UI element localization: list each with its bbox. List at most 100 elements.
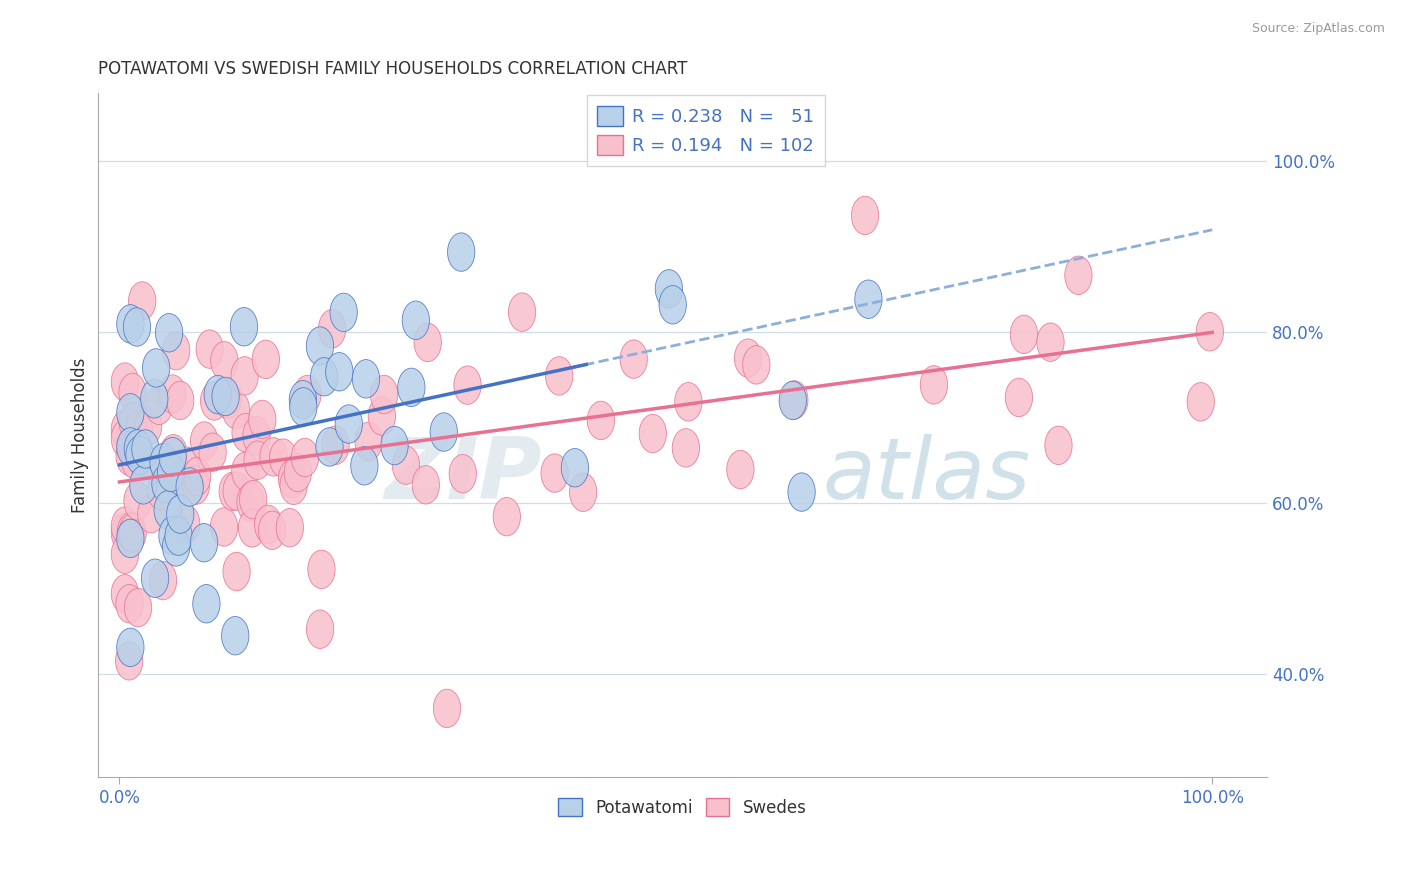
Ellipse shape [117,393,143,432]
Ellipse shape [142,349,170,387]
Ellipse shape [259,511,285,549]
Ellipse shape [780,381,808,419]
Ellipse shape [307,610,333,648]
Ellipse shape [276,508,304,547]
Ellipse shape [330,293,357,332]
Ellipse shape [166,495,194,533]
Ellipse shape [111,535,139,574]
Ellipse shape [120,373,146,412]
Ellipse shape [620,340,647,378]
Ellipse shape [129,466,157,504]
Ellipse shape [546,357,572,395]
Ellipse shape [124,308,150,346]
Ellipse shape [1036,323,1064,361]
Ellipse shape [307,326,333,366]
Ellipse shape [212,377,239,416]
Ellipse shape [1005,378,1032,417]
Ellipse shape [1045,426,1073,465]
Ellipse shape [183,466,209,504]
Ellipse shape [779,381,807,419]
Ellipse shape [111,574,139,613]
Ellipse shape [319,310,346,348]
Ellipse shape [278,459,305,498]
Ellipse shape [308,550,335,589]
Ellipse shape [322,426,349,465]
Ellipse shape [204,376,232,414]
Ellipse shape [1197,312,1223,351]
Ellipse shape [157,453,184,491]
Ellipse shape [195,330,224,368]
Ellipse shape [222,391,249,429]
Ellipse shape [659,285,686,324]
Ellipse shape [561,449,589,487]
Ellipse shape [254,505,281,544]
Ellipse shape [138,494,165,533]
Ellipse shape [398,368,425,407]
Ellipse shape [335,405,363,443]
Ellipse shape [284,453,312,491]
Ellipse shape [193,584,221,623]
Ellipse shape [454,366,481,404]
Ellipse shape [150,443,177,482]
Ellipse shape [231,308,257,346]
Ellipse shape [118,425,146,464]
Ellipse shape [198,433,226,472]
Ellipse shape [280,467,308,505]
Ellipse shape [353,359,380,398]
Ellipse shape [163,332,190,370]
Ellipse shape [152,465,179,503]
Ellipse shape [415,323,441,361]
Ellipse shape [232,452,259,491]
Ellipse shape [124,589,152,627]
Ellipse shape [165,516,193,556]
Text: ZIP: ZIP [384,434,541,517]
Ellipse shape [111,419,139,458]
Ellipse shape [326,352,353,391]
Ellipse shape [156,313,183,352]
Ellipse shape [125,436,153,475]
Ellipse shape [201,382,228,420]
Ellipse shape [855,280,882,318]
Ellipse shape [742,345,770,384]
Ellipse shape [430,413,457,451]
Ellipse shape [655,269,682,308]
Ellipse shape [183,457,211,496]
Ellipse shape [239,480,267,519]
Ellipse shape [291,438,319,476]
Ellipse shape [1064,256,1092,294]
Ellipse shape [120,402,146,441]
Ellipse shape [243,417,270,455]
Text: POTAWATOMI VS SWEDISH FAMILY HOUSEHOLDS CORRELATION CHART: POTAWATOMI VS SWEDISH FAMILY HOUSEHOLDS … [97,60,688,78]
Ellipse shape [149,561,177,599]
Ellipse shape [169,462,197,500]
Text: Source: ZipAtlas.com: Source: ZipAtlas.com [1251,22,1385,36]
Legend: Potawatomi, Swedes: Potawatomi, Swedes [551,791,813,823]
Ellipse shape [569,473,596,511]
Ellipse shape [132,430,159,468]
Ellipse shape [249,401,276,439]
Ellipse shape [159,516,186,555]
Ellipse shape [270,439,297,477]
Ellipse shape [117,305,143,343]
Ellipse shape [145,386,173,425]
Ellipse shape [117,519,143,558]
Ellipse shape [159,437,186,475]
Ellipse shape [260,438,287,476]
Ellipse shape [117,628,143,666]
Ellipse shape [588,401,614,440]
Ellipse shape [494,498,520,536]
Ellipse shape [124,430,152,468]
Ellipse shape [231,357,259,395]
Ellipse shape [111,410,139,449]
Ellipse shape [159,375,186,413]
Text: atlas: atlas [823,434,1031,517]
Ellipse shape [239,508,266,547]
Ellipse shape [224,472,250,510]
Ellipse shape [111,514,139,552]
Ellipse shape [117,427,143,467]
Ellipse shape [354,422,382,460]
Ellipse shape [392,446,419,484]
Ellipse shape [128,282,156,320]
Ellipse shape [190,524,218,562]
Ellipse shape [222,616,249,655]
